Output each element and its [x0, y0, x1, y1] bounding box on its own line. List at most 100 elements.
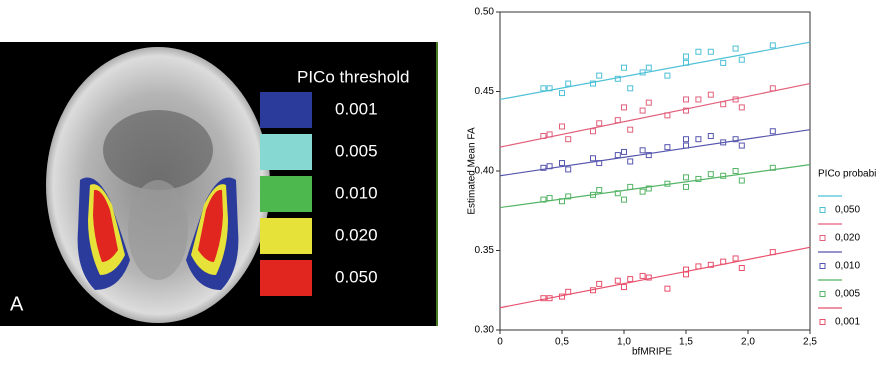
- panel-a: A PICo threshold 0.0010.0050.0100.0200.0…: [0, 42, 438, 326]
- data-point: [628, 127, 633, 132]
- legend-label: 0,050: [835, 205, 860, 216]
- data-point: [739, 143, 744, 148]
- x-tick-label: 2,5: [803, 337, 817, 348]
- data-point: [739, 57, 744, 62]
- data-point: [628, 277, 633, 282]
- panel-label: A: [10, 293, 24, 315]
- data-point: [739, 178, 744, 183]
- figure: A PICo threshold 0.0010.0050.0100.0200.0…: [0, 0, 889, 367]
- data-point: [615, 278, 620, 283]
- x-tick-label: 2,0: [741, 337, 755, 348]
- data-point: [721, 102, 726, 107]
- y-tick-label: 0.45: [475, 86, 495, 97]
- data-point: [591, 156, 596, 161]
- chart: bfMRIPE Estimated Mean FA PICo probabi 0…: [467, 7, 877, 358]
- data-point: [721, 173, 726, 178]
- data-point: [597, 73, 602, 78]
- data-point: [684, 137, 689, 142]
- data-point: [560, 124, 565, 129]
- data-point: [708, 172, 713, 177]
- data-point: [640, 189, 645, 194]
- fit-line: [500, 130, 810, 176]
- y-tick-label: 0.50: [475, 7, 495, 18]
- data-point: [640, 273, 645, 278]
- legend-title: PICo threshold: [297, 67, 409, 86]
- data-point: [770, 129, 775, 134]
- legend-label: 0.050: [335, 267, 378, 286]
- data-point: [684, 54, 689, 59]
- data-point: [628, 184, 633, 189]
- data-point: [597, 188, 602, 193]
- brain-detail: [103, 110, 213, 190]
- data-point: [733, 169, 738, 174]
- data-point: [622, 65, 627, 70]
- y-tick-label: 0.40: [475, 166, 495, 177]
- data-point: [566, 81, 571, 86]
- data-point: [665, 286, 670, 291]
- data-point: [665, 145, 670, 150]
- fit-line: [500, 247, 810, 307]
- x-tick-label: 0,5: [555, 337, 569, 348]
- data-point: [640, 148, 645, 153]
- data-point: [733, 46, 738, 51]
- data-point: [615, 153, 620, 158]
- legend-label: 0.001: [335, 99, 378, 118]
- x-axis-label: bfMRIPE: [632, 347, 672, 358]
- data-point: [708, 134, 713, 139]
- data-point: [628, 159, 633, 164]
- data-point: [597, 121, 602, 126]
- legend-swatch: [260, 134, 312, 170]
- legend-label: 0,020: [835, 233, 860, 244]
- data-point: [591, 129, 596, 134]
- data-point: [696, 137, 701, 142]
- data-point: [696, 97, 701, 102]
- legend-swatch: [260, 218, 312, 254]
- x-tick-label: 1,5: [679, 337, 693, 348]
- x-tick-label: 0: [497, 337, 503, 348]
- legend-swatch: [260, 260, 312, 296]
- data-point: [733, 256, 738, 261]
- data-point: [646, 100, 651, 105]
- data-point: [770, 86, 775, 91]
- legend-marker: [820, 208, 825, 213]
- fit-line: [500, 165, 810, 208]
- data-point: [708, 49, 713, 54]
- x-tick-label: 1,0: [617, 337, 631, 348]
- fit-line: [500, 84, 810, 148]
- data-point: [684, 272, 689, 277]
- legend-label: 0,001: [835, 317, 860, 328]
- legend-label: 0.010: [335, 183, 378, 202]
- legend-label: 0,005: [835, 289, 860, 300]
- data-point: [560, 91, 565, 96]
- data-point: [628, 86, 633, 91]
- legend-swatch: [260, 176, 312, 212]
- y-tick-label: 0.30: [475, 325, 495, 336]
- fit-line: [500, 42, 810, 99]
- brain-detail: [128, 180, 188, 280]
- data-point: [560, 161, 565, 166]
- legend-label: 0.005: [335, 141, 378, 160]
- legend-label: 0,010: [835, 261, 860, 272]
- data-point: [566, 137, 571, 142]
- data-point: [622, 105, 627, 110]
- legend-marker: [820, 264, 825, 269]
- data-point: [640, 108, 645, 113]
- y-tick-label: 0.35: [475, 245, 495, 256]
- data-point: [696, 49, 701, 54]
- data-point: [646, 65, 651, 70]
- data-point: [770, 43, 775, 48]
- legend-marker: [820, 292, 825, 297]
- data-point: [684, 97, 689, 102]
- data-point: [708, 92, 713, 97]
- data-point: [665, 73, 670, 78]
- data-point: [622, 285, 627, 290]
- data-point: [622, 149, 627, 154]
- data-point: [547, 196, 552, 201]
- data-point: [684, 184, 689, 189]
- legend-title: PICo probabi: [818, 169, 876, 180]
- data-point: [615, 118, 620, 123]
- data-point: [541, 86, 546, 91]
- data-point: [739, 265, 744, 270]
- data-point: [566, 167, 571, 172]
- data-point: [622, 197, 627, 202]
